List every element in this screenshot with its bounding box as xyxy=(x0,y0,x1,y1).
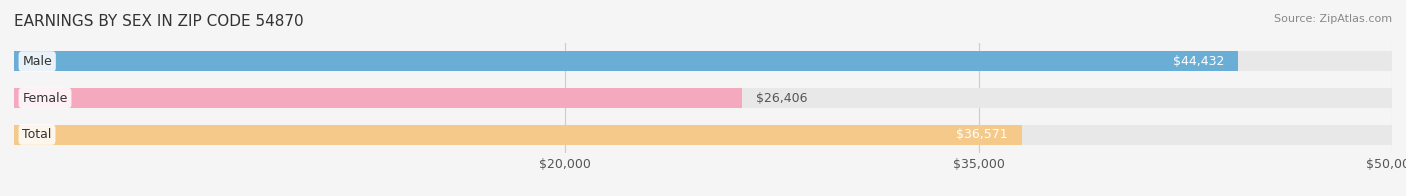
Bar xyxy=(14,124,1392,145)
Text: $26,406: $26,406 xyxy=(755,92,807,104)
Text: Total: Total xyxy=(22,128,52,141)
Text: $36,571: $36,571 xyxy=(956,128,1008,141)
Bar xyxy=(14,124,1022,145)
Text: Female: Female xyxy=(22,92,67,104)
Text: Male: Male xyxy=(22,55,52,68)
Bar xyxy=(14,51,1392,72)
Bar xyxy=(14,88,742,108)
Bar xyxy=(14,88,1392,108)
Bar xyxy=(14,51,1239,72)
Text: Source: ZipAtlas.com: Source: ZipAtlas.com xyxy=(1274,14,1392,24)
Text: $44,432: $44,432 xyxy=(1174,55,1225,68)
Text: EARNINGS BY SEX IN ZIP CODE 54870: EARNINGS BY SEX IN ZIP CODE 54870 xyxy=(14,14,304,29)
